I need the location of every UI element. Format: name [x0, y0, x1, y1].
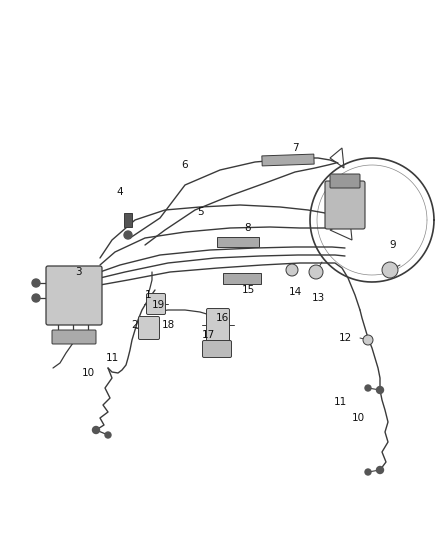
Circle shape: [365, 469, 371, 475]
Circle shape: [286, 264, 298, 276]
Text: 19: 19: [152, 300, 165, 310]
Text: 9: 9: [390, 240, 396, 250]
Circle shape: [382, 262, 398, 278]
Text: 15: 15: [241, 285, 254, 295]
Text: 7: 7: [292, 143, 298, 153]
Text: 14: 14: [288, 287, 302, 297]
Text: 10: 10: [81, 368, 95, 378]
Text: 5: 5: [197, 207, 203, 217]
FancyBboxPatch shape: [52, 330, 96, 344]
Circle shape: [105, 432, 111, 438]
Circle shape: [124, 231, 132, 239]
Text: 13: 13: [311, 293, 325, 303]
FancyBboxPatch shape: [325, 181, 365, 229]
Circle shape: [309, 265, 323, 279]
Bar: [124, 213, 132, 227]
Text: 18: 18: [161, 320, 175, 330]
Bar: [262, 154, 314, 166]
Text: 16: 16: [215, 313, 229, 323]
Text: 1: 1: [145, 290, 151, 300]
Text: 6: 6: [182, 160, 188, 170]
FancyBboxPatch shape: [46, 266, 102, 325]
FancyBboxPatch shape: [206, 309, 230, 342]
Circle shape: [365, 385, 371, 391]
Bar: [223, 272, 261, 284]
Text: 17: 17: [201, 330, 215, 340]
FancyBboxPatch shape: [330, 174, 360, 188]
Circle shape: [92, 426, 99, 433]
Text: 3: 3: [75, 267, 81, 277]
Bar: [217, 237, 259, 247]
Circle shape: [32, 294, 40, 302]
Circle shape: [32, 279, 40, 287]
FancyBboxPatch shape: [138, 317, 159, 340]
Text: 10: 10: [351, 413, 364, 423]
FancyBboxPatch shape: [146, 294, 166, 314]
Circle shape: [377, 386, 384, 393]
Circle shape: [377, 466, 384, 473]
FancyBboxPatch shape: [202, 341, 232, 358]
Text: 2: 2: [132, 320, 138, 330]
Text: 12: 12: [339, 333, 352, 343]
Circle shape: [363, 335, 373, 345]
Text: 4: 4: [117, 187, 124, 197]
Text: 8: 8: [245, 223, 251, 233]
Text: 11: 11: [333, 397, 346, 407]
Text: 11: 11: [106, 353, 119, 363]
